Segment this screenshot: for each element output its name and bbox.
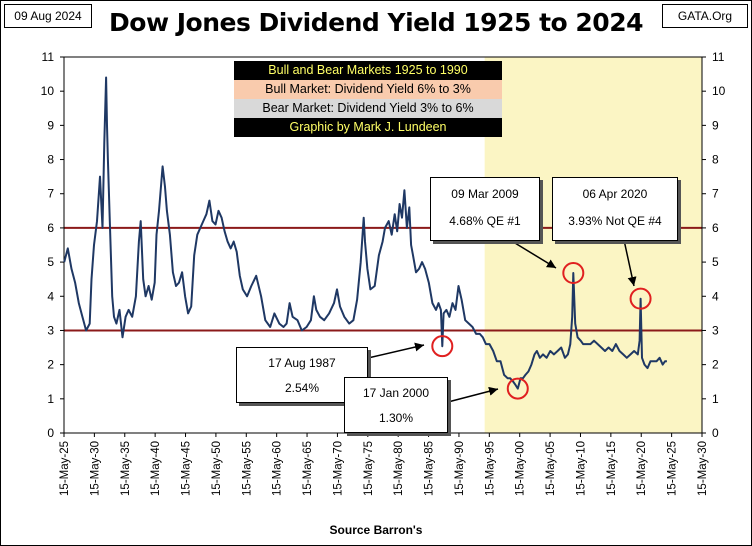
highlight-circle-4 [629,287,652,310]
y-tick-label-left: 11 [42,50,55,64]
x-tick-label: 15-May-00 [515,441,527,496]
callout-2009-date: 09 Mar 2009 [451,187,519,201]
callout-2000-value: 1.30% [378,411,414,425]
plot-border [63,56,703,434]
callout-1987-value: 2.54% [284,381,320,395]
x-tick-label: 15-May-60 [272,441,284,496]
y-tick-label-right: 9 [712,118,719,132]
y-tick-label-left: 5 [47,255,54,269]
x-tick-label: 15-May-20 [636,441,648,496]
y-tick-label-left: 4 [47,289,54,303]
x-tick-label: 15-May-75 [363,441,375,496]
legend-item-2: Bull Market: Dividend Yield 6% to 3% [234,80,502,99]
x-tick-label: 15-May-55 [241,441,253,496]
x-tick-label: 15-May-30 [89,441,101,496]
y-tick-label-right: 0 [712,426,719,440]
legend-item-4: Graphic by Mark J. Lundeen [234,118,502,137]
y-tick-label-right: 1 [712,392,719,406]
x-tick-label: 15-May-35 [120,441,132,496]
callout-2000: 17 Jan 2000 1.30% [344,377,448,433]
y-tick-label-left: 9 [47,118,54,132]
date-label: 09 Aug 2024 [4,4,92,28]
x-tick-label: 15-May-50 [211,441,223,496]
y-tick-label-right: 10 [712,84,726,98]
chart-title: Dow Jones Dividend Yield 1925 to 2024 [109,8,643,37]
callout-2009: 09 Mar 2009 4.68% QE #1 [430,177,540,241]
y-tick-label-left: 2 [47,358,54,372]
legend-item-1: Bull and Bear Markets 1925 to 1990 [234,61,502,80]
y-tick-label-left: 1 [47,392,54,406]
arrow-1987 [367,342,425,359]
x-tick-label: 15-May-25 [667,441,679,496]
y-tick-label-left: 3 [47,323,54,337]
y-tick-label-right: 3 [712,323,719,337]
arrow-2000 [447,386,499,403]
x-tick-label: 15-May-25 [59,441,71,496]
legend-item-3: Bear Market: Dividend Yield 3% to 6% [234,99,502,118]
y-tick-label-left: 0 [47,426,54,440]
y-tick-label-left: 8 [47,153,54,167]
callout-2009-value: 4.68% QE #1 [449,214,521,228]
callout-2020-value: 3.93% Not QE #4 [568,214,662,228]
x-tick-label: 15-May-15 [606,441,618,496]
y-tick-label-right: 6 [712,221,719,235]
callout-2000-date: 17 Jan 2000 [362,386,430,400]
x-tick-label: 15-May-45 [181,441,193,496]
x-tick-label: 15-May-70 [332,441,344,496]
x-tick-label: 15-May-85 [424,441,436,496]
arrow-2020 [623,239,637,287]
callout-2020: 06 Apr 2020 3.93% Not QE #4 [552,177,678,241]
shaded-region [484,57,702,433]
y-tick-label-left: 10 [41,84,55,98]
arrow-2009 [509,239,557,269]
y-tick-label-right: 4 [712,289,719,303]
x-tick-label: 15-May-95 [484,441,496,496]
highlight-circle-3 [562,262,585,285]
y-tick-label-right: 7 [712,187,719,201]
source-label: GATA.Org [662,4,748,28]
y-tick-label-right: 5 [712,255,719,269]
y-tick-label-left: 7 [47,187,54,201]
x-axis-label: Source Barron's [329,523,423,537]
highlight-circle-1 [431,335,454,358]
series-line [63,76,667,390]
y-tick-label-right: 11 [712,50,725,64]
y-tick-label-right: 8 [712,153,719,167]
x-tick-label: 15-May-40 [150,441,162,496]
x-tick-label: 15-May-90 [454,441,466,496]
x-tick-label: 15-May-65 [302,441,314,496]
y-tick-label-left: 6 [47,221,54,235]
x-tick-label: 15-May-80 [393,441,405,496]
highlight-circle-2 [506,377,529,400]
callout-2020-date: 06 Apr 2020 [582,187,648,201]
x-tick-label: 15-May-10 [575,441,587,496]
x-tick-label: 15-May-05 [545,441,557,496]
callout-1987-date: 17 Aug 1987 [268,356,336,370]
y-tick-label-right: 2 [712,358,719,372]
x-tick-label: 15-May-30 [697,441,709,496]
